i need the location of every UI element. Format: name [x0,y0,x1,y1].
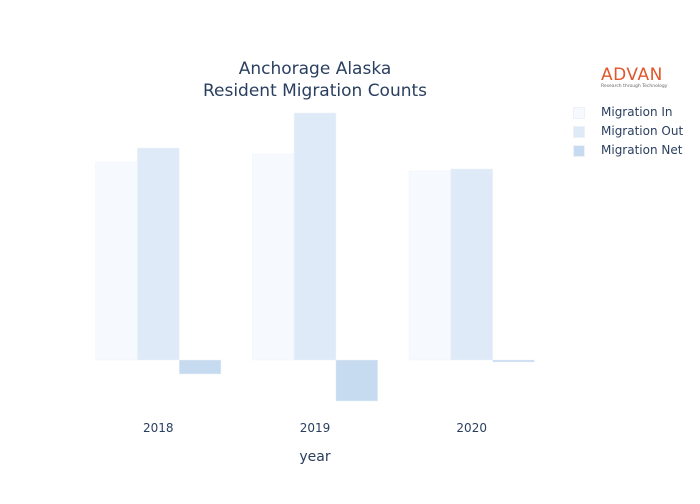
x-axis-label: year [299,449,330,465]
logo-tagline: Research through Technology [601,84,668,89]
bar-migration-in-2020[interactable] [408,170,452,361]
x-tick-label: 2018 [143,421,174,435]
legend-swatch [573,145,585,157]
legend: Migration In Migration Out Migration Net [570,104,695,161]
legend-item-migration-in[interactable]: Migration In [570,104,695,123]
chart-title-line-2: Resident Migration Counts [202,81,428,101]
bar-migration-in-2019[interactable] [252,153,295,361]
bar-migration-out-2020[interactable] [450,168,493,361]
chart-title-line-1: Anchorage Alaska [238,59,392,79]
bar-migration-net-2018[interactable] [178,359,222,375]
legend-label: Migration In [601,105,673,119]
bar-migration-net-2020[interactable] [492,359,535,363]
bar-migration-out-2019[interactable] [293,112,337,361]
bar-migration-net-2019[interactable] [335,359,378,402]
legend-label: Migration Out [601,124,684,138]
bar-migration-out-2018[interactable] [137,147,180,361]
chart-title: Anchorage Alaska Resident Migration Coun… [165,58,465,102]
x-tick-labels: 2018 2019 2020 [143,421,487,435]
x-tick-label: 2020 [456,421,487,435]
bars-layer [95,112,535,402]
legend-swatch [573,126,585,138]
x-tick-label: 2019 [300,421,331,435]
advan-logo: ADVAN Research through Technology [601,66,673,94]
legend-item-migration-net[interactable]: Migration Net [570,142,695,161]
bar-migration-in-2018[interactable] [95,161,138,361]
legend-label: Migration Net [601,143,683,157]
legend-swatch [573,107,585,119]
legend-item-migration-out[interactable]: Migration Out [570,123,695,142]
logo-wordmark: ADVAN [601,65,663,85]
